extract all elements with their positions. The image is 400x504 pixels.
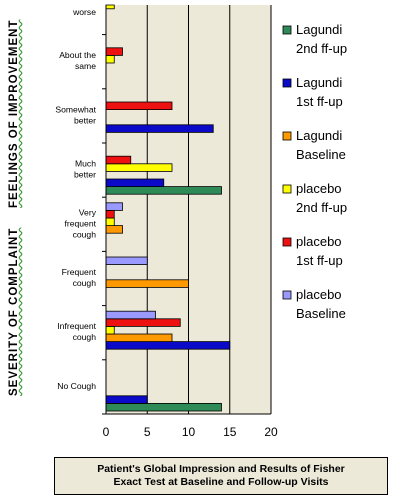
legend-swatch bbox=[282, 25, 292, 35]
chart-caption: Patient's Global Impression and Results … bbox=[54, 457, 388, 495]
category-label: Much better bbox=[74, 159, 96, 180]
legend-label: Lagundi 2nd ff-up bbox=[296, 22, 347, 56]
legend-label: Lagundi 1st ff-up bbox=[296, 75, 343, 109]
x-tick-label: 10 bbox=[182, 425, 196, 439]
legend-label: Lagundi Baseline bbox=[296, 128, 346, 162]
axes bbox=[102, 5, 271, 415]
bar bbox=[105, 325, 115, 335]
category-label: No Cough bbox=[57, 381, 96, 391]
legend-swatch bbox=[282, 184, 292, 194]
bar bbox=[105, 202, 123, 211]
bar bbox=[105, 256, 148, 265]
bar bbox=[105, 217, 115, 226]
bar bbox=[105, 178, 165, 187]
bar bbox=[105, 318, 181, 327]
bar bbox=[105, 124, 214, 133]
bar bbox=[105, 279, 189, 288]
bar bbox=[105, 209, 115, 219]
caption-line-1: Patient's Global Impression and Results … bbox=[97, 463, 345, 475]
x-tick-label: 0 bbox=[103, 425, 110, 439]
category-label: Frequent cough bbox=[62, 267, 97, 288]
x-tick-label: 15 bbox=[223, 425, 237, 439]
bar bbox=[105, 55, 115, 64]
category-label: About the same bbox=[59, 50, 96, 71]
bar bbox=[105, 225, 123, 234]
legend: Lagundi 2nd ff-up Lagundi 1st ff-up Lagundi B… bbox=[282, 22, 347, 321]
legend-label: placebo Baseline bbox=[296, 287, 346, 321]
group-label-severity: SEVERITY OF COMPLAINT bbox=[8, 227, 20, 396]
category-label: Somewhat better bbox=[55, 104, 96, 125]
legend-swatch bbox=[282, 78, 292, 88]
bar bbox=[105, 395, 148, 404]
x-tick-label: 5 bbox=[144, 425, 151, 439]
category-labels: Much worse About the same Somewhat better Much… bbox=[55, 0, 97, 391]
category-label: Infrequent cough bbox=[57, 321, 96, 342]
category-label: Much worse bbox=[72, 0, 96, 17]
bar bbox=[105, 186, 222, 195]
x-tick-label: 20 bbox=[264, 425, 278, 439]
category-label: Very frequent cough bbox=[64, 207, 96, 239]
bar bbox=[105, 341, 231, 350]
x-tick-labels: 0 5 10 15 20 bbox=[103, 425, 278, 439]
legend-label: placebo 1st ff-up bbox=[296, 234, 343, 268]
legend-swatch bbox=[282, 237, 292, 247]
bar bbox=[105, 310, 156, 320]
group-label-feelings: FEELINGS OF IMPROVEMENT bbox=[8, 19, 20, 208]
bar bbox=[105, 163, 173, 172]
bar bbox=[105, 4, 115, 10]
caption-line-2: Exact Test at Baseline and Follow-up Vis… bbox=[113, 476, 329, 488]
bar bbox=[105, 402, 222, 412]
legend-swatch bbox=[282, 290, 292, 300]
bar bbox=[105, 155, 132, 165]
legend-label: placebo 2nd ff-up bbox=[296, 181, 347, 215]
bar bbox=[105, 47, 123, 56]
bar bbox=[105, 333, 173, 342]
legend-swatch bbox=[282, 131, 292, 141]
bar bbox=[105, 101, 173, 110]
